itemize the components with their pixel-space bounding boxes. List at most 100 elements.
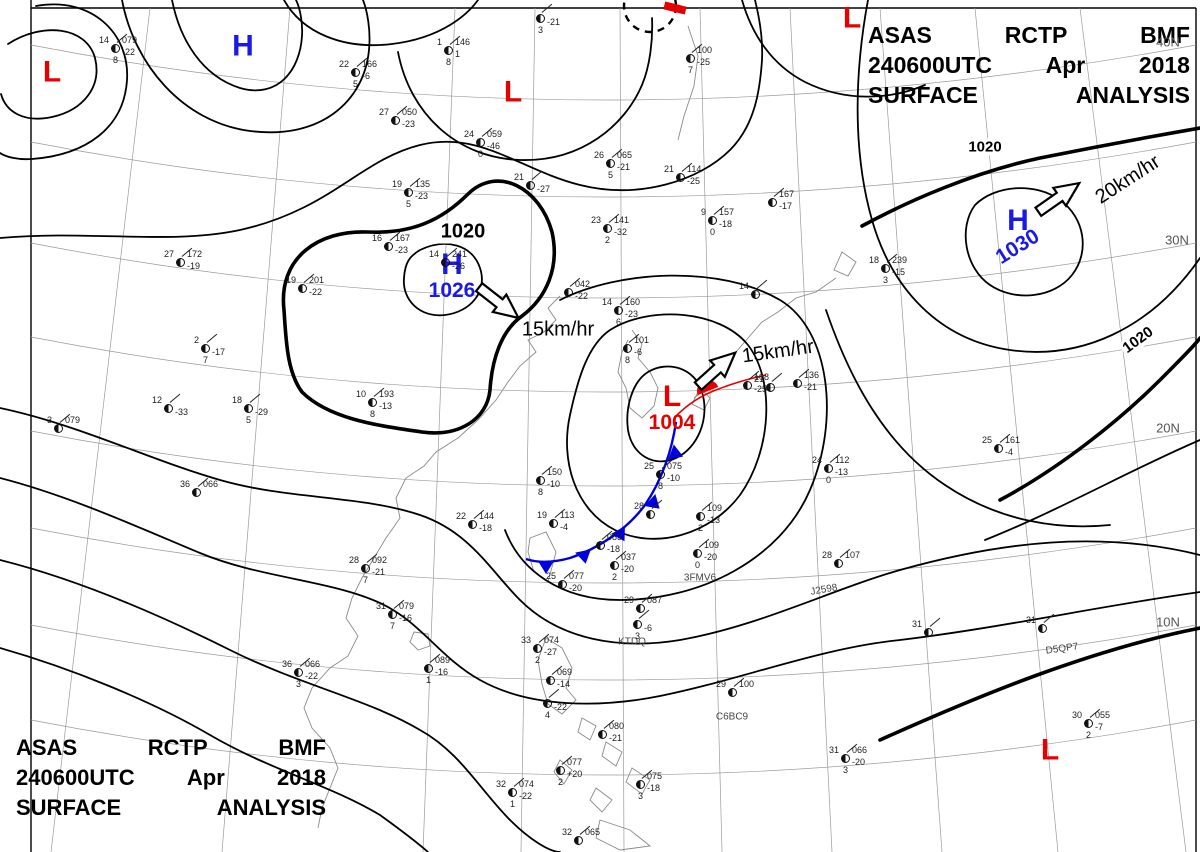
station-temperature: 28 (348, 555, 359, 565)
station-pressure: 083 (607, 532, 623, 542)
station-circle-icon (424, 664, 433, 673)
station-pressure: 042 (575, 279, 591, 289)
low-letter: L (42, 55, 62, 89)
station-dewpoint: -16 (435, 667, 449, 677)
station-circle-icon (743, 381, 752, 390)
station-pressure: 092 (372, 555, 388, 565)
latitude-label: 30N (1165, 232, 1189, 248)
title-word: ANALYSIS (1075, 82, 1190, 108)
high-letter: H (232, 29, 254, 63)
station-dewpoint: -32 (614, 227, 628, 237)
station-pressure: 089 (435, 655, 451, 665)
meridian-line (221, 7, 291, 852)
station-circle-icon (636, 780, 645, 789)
title-word: ANALYSIS (216, 795, 326, 820)
station-circle-icon (994, 444, 1003, 453)
low-pressure-center: L (504, 77, 522, 107)
title-word: ASAS (16, 735, 78, 760)
station-dewpoint: -27 (544, 647, 558, 657)
station-pressure: 066 (305, 659, 321, 669)
parallel-line (30, 242, 1197, 299)
station-temperature: 14 (601, 297, 612, 307)
station-dewpoint: -7 (1095, 722, 1104, 732)
station-pressure: 066 (203, 479, 219, 489)
station-dewpoint: -29 (255, 407, 269, 417)
title-word: Apr (186, 765, 225, 790)
station-circle-icon (391, 116, 400, 125)
station-dewpoint: -22 (519, 791, 533, 801)
station-dewpoint: -20 (569, 583, 583, 593)
station-cloud: 0 (695, 560, 701, 570)
station-pressure: 167 (395, 233, 411, 243)
low-pressure-center: L (42, 55, 62, 89)
station-dewpoint: -23 (625, 309, 639, 319)
station-temperature: 36 (179, 479, 190, 489)
station-circle-icon (793, 379, 802, 388)
station-temperature: 14 (738, 281, 749, 291)
station-dewpoint: -15 (892, 267, 906, 277)
station-dewpoint: -18 (607, 544, 621, 554)
station-dewpoint: -20 (621, 564, 635, 574)
station-circle-icon (298, 284, 307, 293)
station-dewpoint: -21 (617, 162, 631, 172)
meridian-line (422, 7, 456, 852)
station-circle-icon (693, 549, 702, 558)
station-cloud: 5 (246, 415, 252, 425)
station-dewpoint: -18 (647, 783, 661, 793)
title-line: ASAS RCTP BMF (16, 733, 326, 763)
station-temperature: 18 (868, 255, 879, 265)
station-temperature: 24 (463, 129, 474, 139)
station-temperature: 32 (561, 827, 572, 837)
station-circle-icon (708, 216, 717, 225)
station-circle-icon (636, 604, 645, 613)
station-circle-icon (606, 159, 615, 168)
station-dewpoint: -21 (372, 567, 386, 577)
station-circle-icon (444, 46, 453, 55)
station-pressure: 059 (487, 129, 503, 139)
station-dewpoint: -25 (697, 57, 711, 67)
title-block-top-right: ASAS RCTP BMF 240600UTC Apr 2018 SURFACE ANALYS… (868, 20, 1190, 110)
station-dewpoint: -6 (644, 623, 653, 633)
station-cloud: 2 (558, 777, 564, 787)
station-dewpoint: -26 (452, 261, 466, 271)
station-dewpoint: -20 (704, 552, 718, 562)
station-circle-icon (686, 54, 695, 63)
station-pressure: 135 (415, 179, 431, 189)
station-temperature: 2 (193, 335, 199, 345)
parallel-line (30, 430, 1197, 487)
station-temperature: 21 (663, 164, 674, 174)
station-dewpoint: -46 (487, 141, 501, 151)
title-line: 240600UTC Apr 2018 (868, 50, 1190, 80)
station-temperature: 31 (828, 745, 839, 755)
station-dewpoint: -23 (415, 191, 429, 201)
station-temperature: 26 (593, 150, 604, 160)
station-circle-icon (596, 541, 605, 550)
station-cloud: 0 (478, 149, 484, 159)
title-word: RCTP (1004, 22, 1068, 48)
station-pressure: 107 (845, 550, 861, 560)
station-temperature: 10 (355, 389, 366, 399)
station-pressure: 069 (557, 667, 573, 677)
station-circle-icon (633, 620, 642, 629)
station-temperature: 25 (545, 571, 556, 581)
station-cloud: 3 (638, 791, 644, 801)
station-dewpoint: -18 (719, 219, 733, 229)
station-temperature: 19 (391, 179, 402, 189)
station-pressure: 100 (739, 679, 755, 689)
low-letter: L (1040, 733, 1060, 767)
station-pressure: 079 (122, 35, 138, 45)
title-word: 2018 (277, 765, 326, 790)
station-dewpoint: -20 (852, 757, 866, 767)
station-cloud: 7 (363, 575, 369, 585)
latitude-label: 10N (1156, 614, 1180, 630)
parallel-line (30, 336, 1197, 393)
station-circle-icon (441, 258, 450, 267)
station-temperature: 29 (715, 679, 726, 689)
title-word: SURFACE (868, 82, 978, 108)
isobar-lines-thick (281, 126, 1200, 742)
parallel-line (30, 527, 1197, 584)
title-line: SURFACE ANALYSIS (16, 793, 326, 823)
station-circle-icon (368, 398, 377, 407)
station-pressure: 077 (569, 571, 585, 581)
station-cloud: 7 (688, 65, 694, 75)
